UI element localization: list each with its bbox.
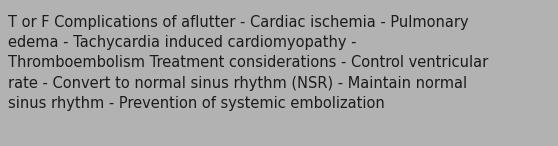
Text: T or F Complications of aflutter - Cardiac ischemia - Pulmonary
edema - Tachycar: T or F Complications of aflutter - Cardi… [8,15,489,111]
